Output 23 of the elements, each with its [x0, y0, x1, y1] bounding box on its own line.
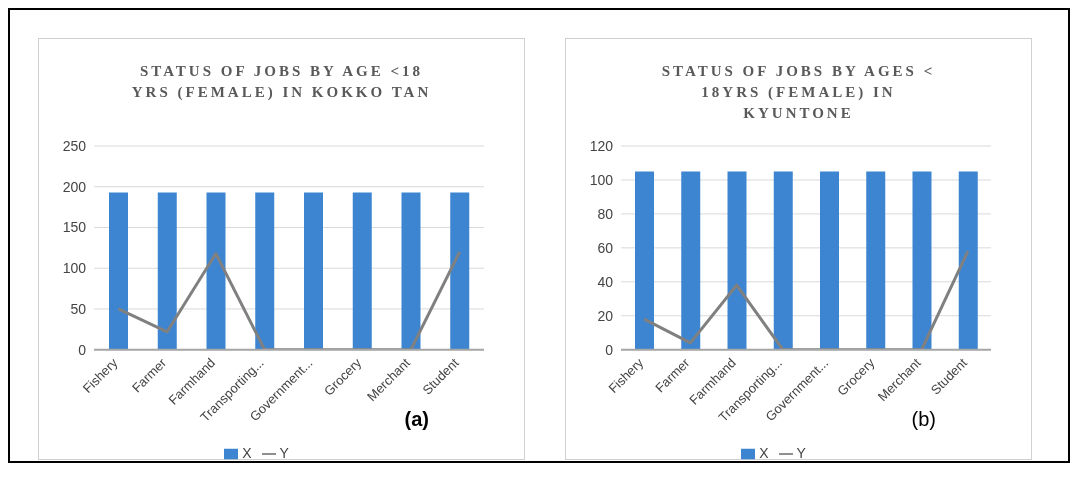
y-tick-label: 0 — [78, 341, 87, 358]
legend-label: X — [242, 444, 252, 461]
y-tick-label: 20 — [597, 307, 614, 324]
y-tick-label: 0 — [605, 341, 614, 358]
y-tick-label: 80 — [597, 205, 614, 222]
y-tick-label: 100 — [589, 171, 614, 188]
legend-label: Y — [796, 444, 806, 461]
line-series — [642, 249, 970, 350]
y-tick-label: 250 — [62, 137, 87, 154]
legend-label: X — [759, 444, 769, 461]
chart-title: STATUS OF JOBS BY AGE <18 YRS (FEMALE) IN KOKKO TAN — [131, 63, 432, 100]
y-tick-label: 40 — [597, 273, 614, 290]
y-tick-label: 150 — [62, 219, 87, 236]
y-tick-label: 60 — [597, 239, 614, 256]
y-tick-label: 200 — [62, 178, 87, 195]
text: (b) — [911, 408, 936, 431]
y-tick-label: 100 — [62, 260, 87, 277]
text: (a) — [404, 408, 429, 431]
y-tick-label: 50 — [70, 300, 87, 317]
chart-title: STATUS OF JOBS BY AGES < 18YRS (FEMALE) IN KYUNTONE — [661, 63, 936, 121]
y-tick-label: 120 — [589, 137, 614, 154]
legend-label: Y — [279, 444, 289, 461]
line-series — [116, 250, 462, 350]
